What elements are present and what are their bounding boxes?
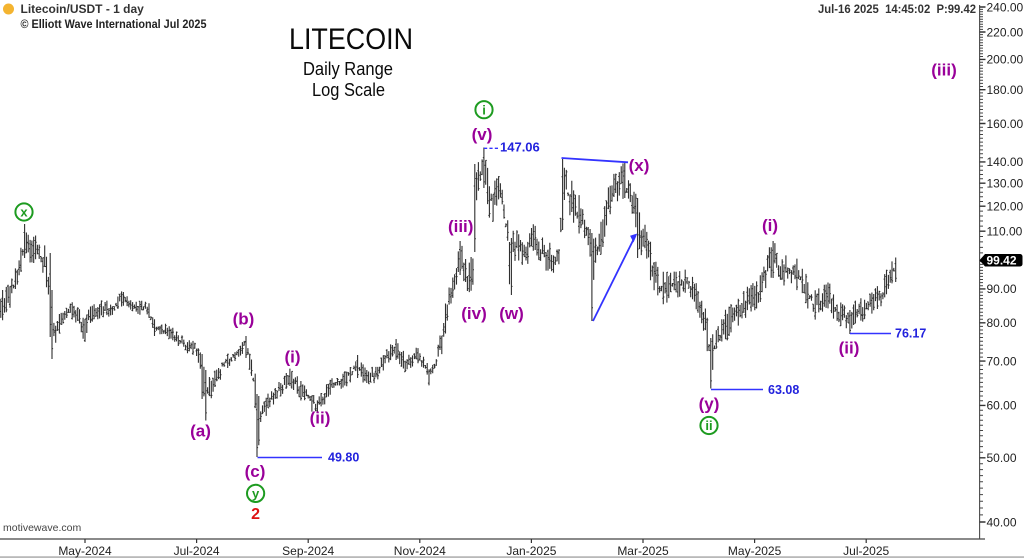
svg-text:50.00: 50.00: [987, 451, 1017, 465]
svg-text:(a): (a): [190, 422, 211, 441]
svg-text:(iii): (iii): [931, 61, 957, 80]
svg-text:120.00: 120.00: [987, 200, 1024, 214]
svg-text:Mar-2025: Mar-2025: [617, 544, 669, 558]
svg-text:Sep-2024: Sep-2024: [282, 544, 334, 558]
svg-text:(y): (y): [699, 395, 720, 414]
svg-text:(iii): (iii): [448, 217, 474, 236]
svg-text:Jul-16 2025 14:45:02 P:99.42: Jul-16 2025 14:45:02 P:99.42: [818, 2, 976, 16]
svg-text:63.08: 63.08: [768, 383, 799, 397]
svg-text:x: x: [20, 205, 28, 220]
svg-text:70.00: 70.00: [987, 354, 1017, 368]
svg-text:60.00: 60.00: [987, 399, 1017, 413]
svg-text:y: y: [252, 486, 260, 501]
svg-text:90.00: 90.00: [987, 282, 1017, 296]
svg-text:(i): (i): [762, 216, 778, 235]
svg-text:(b): (b): [233, 310, 255, 329]
svg-text:(i): (i): [284, 348, 300, 367]
svg-text:Jul-2024: Jul-2024: [174, 544, 220, 558]
svg-text:80.00: 80.00: [987, 316, 1017, 330]
svg-text:(ii): (ii): [839, 339, 860, 358]
svg-text:Jan-2025: Jan-2025: [506, 544, 556, 558]
svg-text:May-2024: May-2024: [58, 544, 112, 558]
svg-text:i: i: [482, 102, 486, 117]
svg-text:Nov-2024: Nov-2024: [394, 544, 446, 558]
svg-text:(x): (x): [629, 156, 650, 175]
svg-text:Log Scale: Log Scale: [312, 80, 385, 100]
svg-text:(w): (w): [499, 304, 524, 323]
svg-text:140.00: 140.00: [987, 155, 1024, 169]
svg-text:May-2025: May-2025: [728, 544, 782, 558]
svg-text:49.80: 49.80: [328, 451, 359, 465]
svg-text:© Elliott Wave International J: © Elliott Wave International Jul 2025: [21, 17, 207, 31]
svg-text:240.00: 240.00: [987, 0, 1024, 14]
svg-text:motivewave.com: motivewave.com: [3, 522, 81, 534]
svg-text:(v): (v): [472, 125, 493, 144]
svg-text:200.00: 200.00: [987, 53, 1024, 67]
svg-text:Jul-2025: Jul-2025: [843, 544, 889, 558]
svg-text:(c): (c): [245, 462, 266, 481]
svg-text:147.06: 147.06: [500, 140, 540, 155]
svg-text:180.00: 180.00: [987, 83, 1024, 97]
svg-text:40.00: 40.00: [987, 515, 1017, 529]
svg-text:130.00: 130.00: [987, 177, 1024, 191]
svg-text:Litecoin/USDT - 1 day: Litecoin/USDT - 1 day: [21, 2, 145, 16]
svg-text:LITECOIN: LITECOIN: [289, 23, 413, 56]
svg-text:Daily Range: Daily Range: [303, 59, 393, 79]
svg-text:(iv): (iv): [461, 304, 487, 323]
svg-text:99.42: 99.42: [986, 254, 1016, 268]
svg-text:76.17: 76.17: [895, 327, 926, 341]
svg-text:ii: ii: [705, 418, 712, 433]
svg-text:160.00: 160.00: [987, 117, 1024, 131]
svg-text:220.00: 220.00: [987, 25, 1024, 39]
svg-text:(ii): (ii): [310, 409, 331, 428]
svg-text:110.00: 110.00: [987, 225, 1023, 239]
svg-text:2: 2: [251, 506, 260, 523]
